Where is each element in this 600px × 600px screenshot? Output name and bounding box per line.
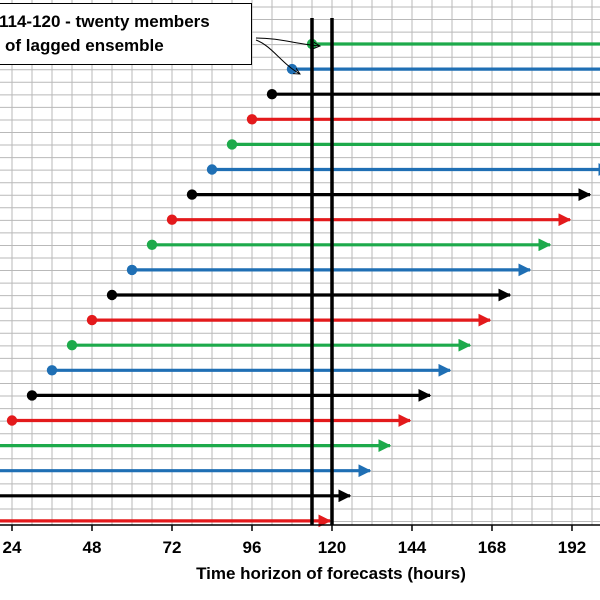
- annotation-connector-upper: [255, 37, 320, 46]
- annotation-connector-lower: [255, 39, 300, 74]
- ensemble-member: [0, 464, 372, 478]
- ensemble-member: [206, 163, 600, 176]
- x-tick-label: 48: [83, 538, 102, 557]
- member-init-point: [186, 189, 198, 200]
- ensemble-member: [246, 114, 600, 125]
- ensemble-member: [6, 414, 412, 427]
- member-init-point: [266, 89, 278, 100]
- ensemble-member: [186, 188, 592, 202]
- member-init-point: [26, 390, 38, 401]
- member-init-point: [146, 239, 158, 250]
- member-init-point: [226, 139, 238, 150]
- series-layer: [0, 38, 600, 528]
- highlight-lines: [310, 18, 334, 525]
- plot-background: [0, 0, 600, 525]
- member-init-point: [166, 214, 178, 225]
- ensemble-member: [26, 388, 432, 402]
- ensemble-member: [0, 489, 352, 503]
- x-tick-label: 168: [478, 538, 506, 557]
- x-tick-label: 120: [318, 538, 346, 557]
- ensemble-member: [0, 439, 392, 453]
- member-init-point: [46, 365, 58, 376]
- ensemble-member: [146, 238, 552, 252]
- ensemble-member: [0, 514, 332, 528]
- member-init-point: [246, 114, 258, 125]
- x-axis-title: Time horizon of forecasts (hours): [196, 564, 466, 583]
- ensemble-member: [66, 338, 472, 352]
- x-tick-label: 72: [163, 538, 182, 557]
- ensemble-member: [266, 89, 600, 100]
- member-init-point: [206, 164, 218, 175]
- x-axis-ticks: 24 48 72 96 120 144 168 192: [3, 525, 586, 557]
- x-tick-label: 192: [558, 538, 586, 557]
- ensemble-member: [166, 213, 572, 227]
- ensemble-member: [86, 313, 492, 327]
- annotation-connectors: [255, 37, 320, 74]
- x-tick-label: 144: [398, 538, 427, 557]
- ensemble-member: [226, 139, 600, 150]
- member-init-point: [86, 314, 98, 326]
- ensemble-member: [46, 363, 452, 377]
- member-init-point: [6, 415, 18, 426]
- member-init-point: [106, 289, 118, 301]
- annotation-line-2: of lagged ensemble: [5, 36, 164, 55]
- annotation-box: 114-120 - twenty members of lagged ensem…: [0, 3, 252, 65]
- member-init-point: [126, 264, 138, 276]
- x-tick-label: 96: [243, 538, 262, 557]
- member-init-point: [66, 340, 78, 351]
- annotation-line-1: 114-120 - twenty members: [0, 12, 210, 31]
- x-tick-label: 24: [3, 538, 22, 557]
